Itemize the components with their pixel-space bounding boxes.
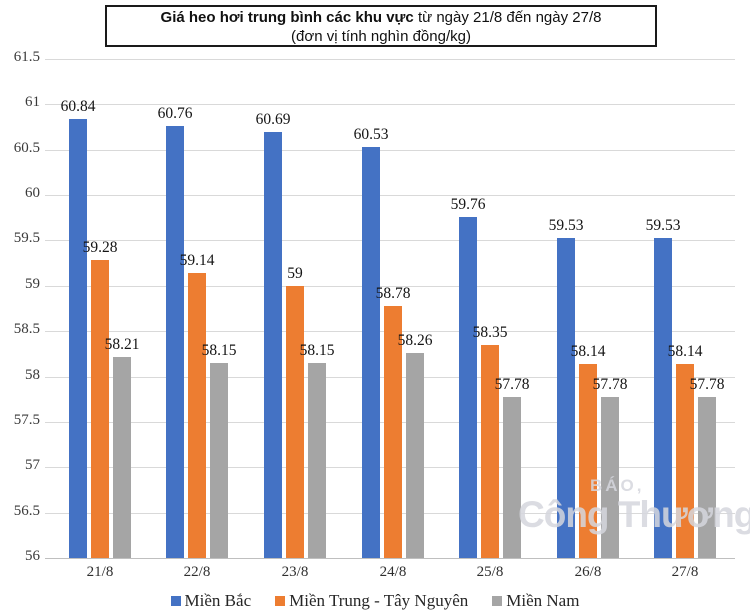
bar-value-label: 60.69 bbox=[255, 111, 291, 128]
bar-value-label: 57.78 bbox=[494, 376, 530, 393]
y-tick-label: 58.5 bbox=[13, 321, 40, 337]
bar-value-label: 58.15 bbox=[299, 342, 335, 359]
chart-title-line1: Giá heo hơi trung bình các khu vực từ ng… bbox=[107, 8, 655, 27]
y-tick-label: 57 bbox=[25, 457, 40, 473]
x-tick-label: 25/8 bbox=[476, 564, 504, 580]
gridline bbox=[45, 195, 735, 196]
y-tick-label: 56 bbox=[25, 548, 40, 564]
bar-value-label: 60.53 bbox=[353, 126, 389, 143]
legend-marker-icon bbox=[170, 596, 181, 606]
bar-value-label: 58.14 bbox=[667, 343, 703, 360]
x-tick-label: 26/8 bbox=[574, 564, 602, 580]
bar-value-label: 58.78 bbox=[375, 285, 411, 302]
legend-label: Miền Bắc bbox=[184, 591, 252, 610]
y-tick-label: 59.5 bbox=[13, 230, 40, 246]
x-tick-label: 21/8 bbox=[86, 564, 114, 580]
bar-value-label: 58.21 bbox=[104, 336, 140, 353]
bar bbox=[601, 397, 619, 558]
bar bbox=[264, 132, 282, 558]
bar-value-label: 57.78 bbox=[689, 376, 725, 393]
bar bbox=[69, 119, 87, 558]
y-tick-label: 61 bbox=[25, 94, 40, 110]
x-tick-label: 22/8 bbox=[183, 564, 211, 580]
x-axis-line bbox=[45, 558, 735, 559]
y-tick-label: 60 bbox=[25, 185, 40, 201]
legend-label: Miền Nam bbox=[506, 591, 580, 610]
y-tick-label: 56.5 bbox=[13, 503, 40, 519]
x-tick-label: 23/8 bbox=[281, 564, 309, 580]
chart-title-unit: (đơn vị tính nghìn đồng/kg) bbox=[291, 28, 471, 45]
bar bbox=[579, 364, 597, 558]
bar-value-label: 59.53 bbox=[548, 217, 584, 234]
bar-value-label: 57.78 bbox=[592, 376, 628, 393]
chart-title-daterange: từ ngày 21/8 đến ngày 27/8 bbox=[417, 9, 602, 26]
bar-value-label: 59 bbox=[287, 265, 303, 282]
bar bbox=[210, 363, 228, 558]
gridline bbox=[45, 286, 735, 287]
bar bbox=[406, 353, 424, 558]
chart-title: Giá heo hơi trung bình các khu vực từ ng… bbox=[105, 5, 657, 47]
gridline bbox=[45, 59, 735, 60]
bar-value-label: 58.14 bbox=[570, 343, 606, 360]
y-tick-label: 58 bbox=[25, 367, 40, 383]
y-tick-label: 60.5 bbox=[13, 140, 40, 156]
bar bbox=[384, 306, 402, 558]
chart-title-main: Giá heo hơi trung bình các khu vực bbox=[160, 9, 414, 26]
bar bbox=[113, 357, 131, 558]
legend-marker-icon bbox=[275, 596, 286, 606]
legend: Miền Bắc Miền Trung - Tây Nguyên Miền Nam bbox=[0, 589, 750, 613]
bar-value-label: 58.26 bbox=[397, 332, 433, 349]
bar bbox=[166, 126, 184, 558]
bar bbox=[676, 364, 694, 558]
legend-label: Miền Trung - Tây Nguyên bbox=[289, 591, 469, 610]
legend-item: Miền Trung - Tây Nguyên bbox=[275, 591, 468, 611]
bar bbox=[91, 260, 109, 558]
bar bbox=[308, 363, 326, 558]
x-tick-label: 27/8 bbox=[671, 564, 699, 580]
y-tick-label: 61.5 bbox=[13, 49, 40, 65]
y-tick-label: 57.5 bbox=[13, 412, 40, 428]
y-tick-label: 59 bbox=[25, 276, 40, 292]
gridline bbox=[45, 104, 735, 105]
gridline bbox=[45, 150, 735, 151]
bar bbox=[481, 345, 499, 558]
bar bbox=[503, 397, 521, 558]
legend-item: Miền Nam bbox=[492, 591, 579, 611]
bar bbox=[286, 286, 304, 558]
gridline bbox=[45, 240, 735, 241]
x-tick-label: 24/8 bbox=[379, 564, 407, 580]
bar-value-label: 59.28 bbox=[82, 239, 118, 256]
bar-value-label: 60.76 bbox=[157, 105, 193, 122]
bar bbox=[654, 238, 672, 558]
bar-value-label: 60.84 bbox=[60, 98, 96, 115]
legend-marker-icon bbox=[492, 596, 503, 606]
bar-value-label: 59.14 bbox=[179, 252, 215, 269]
bar-value-label: 58.15 bbox=[201, 342, 237, 359]
bar bbox=[698, 397, 716, 558]
bar bbox=[362, 147, 380, 558]
bar bbox=[557, 238, 575, 558]
bar bbox=[188, 273, 206, 558]
bar bbox=[459, 217, 477, 558]
bar-value-label: 59.76 bbox=[450, 196, 486, 213]
bar-value-label: 59.53 bbox=[645, 217, 681, 234]
bar-value-label: 58.35 bbox=[472, 324, 508, 341]
legend-item: Miền Bắc bbox=[170, 591, 252, 611]
